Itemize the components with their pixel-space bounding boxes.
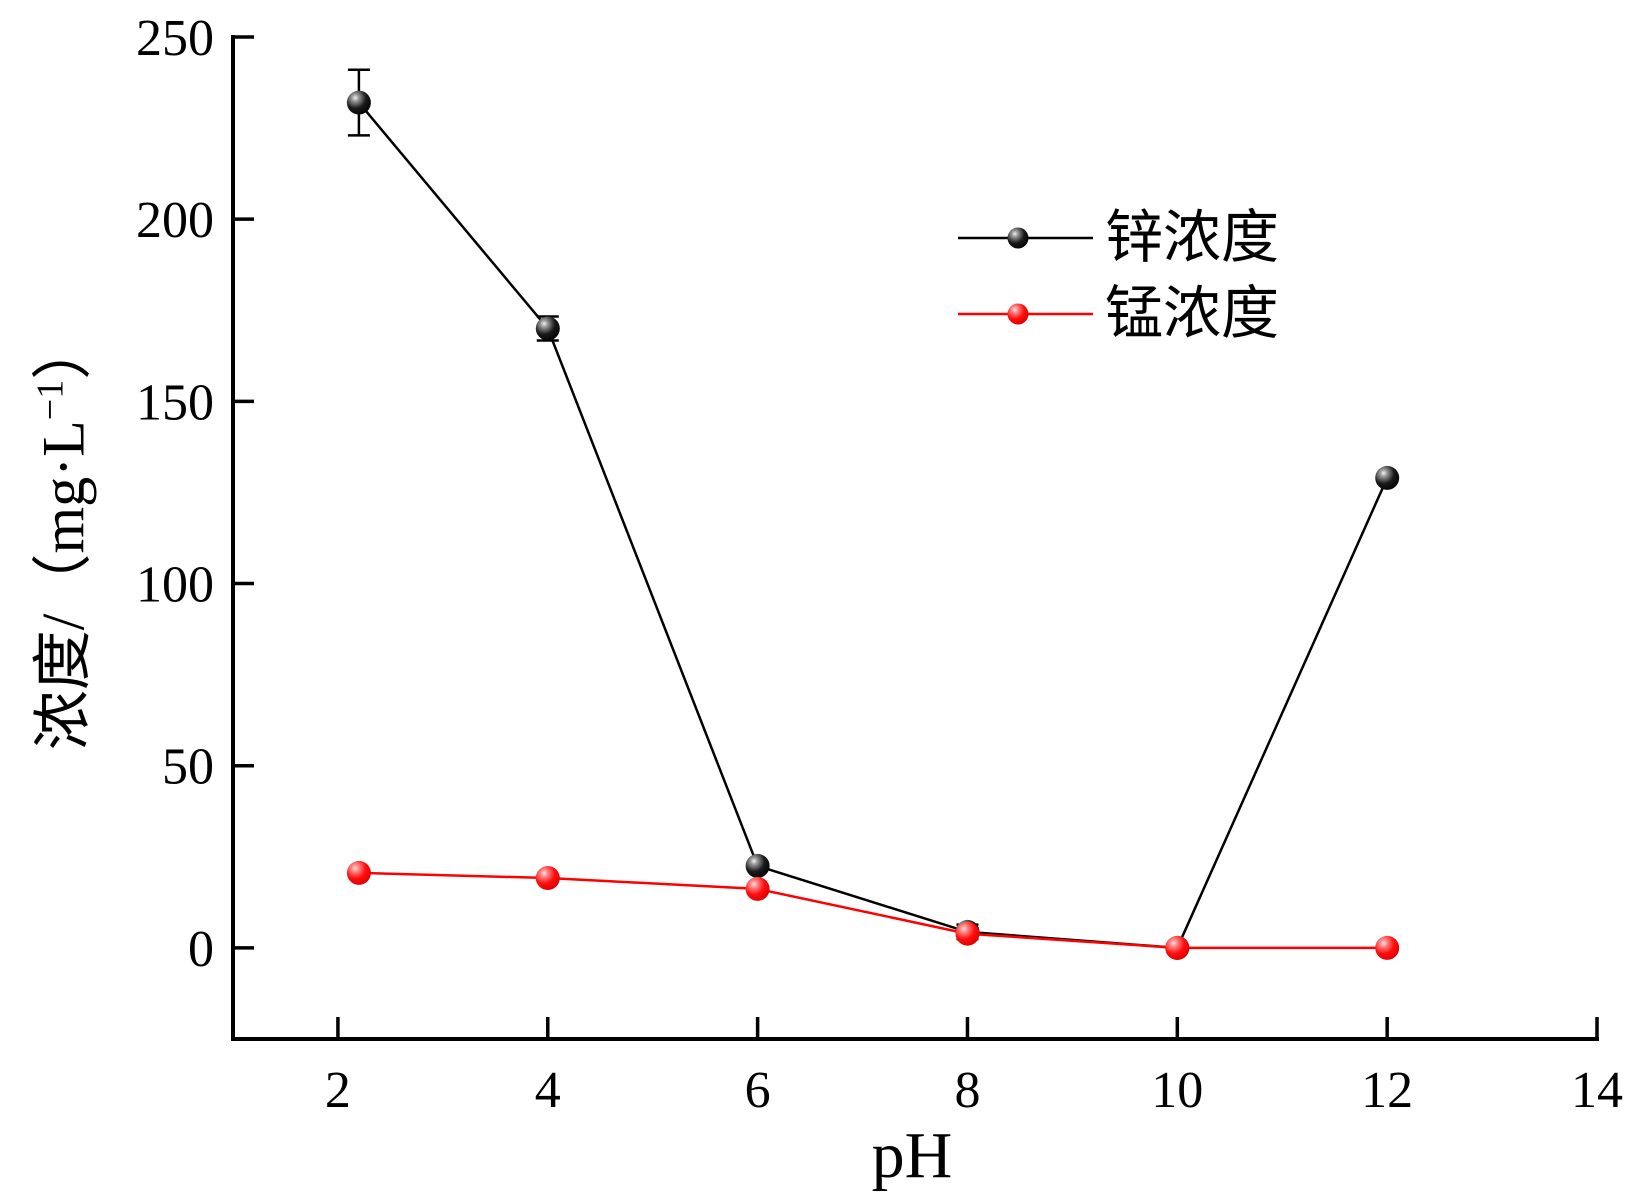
y-tick-label: 150 (136, 374, 214, 431)
y-tick-label: 200 (136, 192, 214, 249)
manganese-data-point (955, 921, 980, 946)
series-manganese (346, 860, 1400, 960)
y-axis-label-text: 浓度/（mg·L (30, 420, 97, 751)
manganese-series-line (358, 871, 1388, 950)
zinc-data-point (346, 90, 371, 115)
manganese-legend-sphere-icon (1007, 303, 1029, 325)
zinc-data-point (745, 853, 770, 878)
zinc-data-point (535, 316, 560, 341)
manganese-legend-label: 锰浓度 (1105, 281, 1280, 346)
y-tick-label: 50 (162, 739, 214, 796)
legend: 锌浓度 锰浓度 (958, 200, 1279, 352)
x-tick-label: 6 (745, 1062, 771, 1119)
x-tick-label: 10 (1151, 1062, 1203, 1119)
zinc-series-line (357, 101, 1389, 950)
zinc-legend-marker (958, 227, 1093, 249)
y-tick-label: 250 (136, 10, 214, 67)
x-tick-label: 12 (1361, 1062, 1413, 1119)
y-tick-label: 100 (136, 557, 214, 614)
y-axis-label-superscript: −1 (29, 379, 72, 421)
zinc-data-point (1375, 465, 1400, 490)
manganese-data-point (745, 876, 770, 901)
legend-item-zinc: 锌浓度 (958, 200, 1279, 276)
x-tick-label: 4 (535, 1062, 561, 1119)
manganese-legend-marker (958, 303, 1093, 325)
legend-item-manganese: 锰浓度 (958, 276, 1279, 352)
manganese-data-point (1375, 935, 1400, 960)
zinc-legend-sphere-icon (1007, 227, 1029, 249)
y-axis-label: 浓度/（mg·L−1） (15, 320, 102, 750)
manganese-data-point (535, 866, 560, 890)
manganese-data-point (1165, 935, 1190, 960)
x-tick-label: 8 (954, 1062, 980, 1119)
y-tick-label: 0 (188, 921, 214, 978)
manganese-data-point (346, 860, 371, 885)
zinc-legend-label: 锌浓度 (1105, 205, 1280, 270)
x-tick-label: 2 (325, 1062, 351, 1119)
x-tick-label: 14 (1571, 1062, 1623, 1119)
y-axis-label-close: ） (30, 319, 97, 380)
x-axis-label: pH (871, 1119, 953, 1192)
